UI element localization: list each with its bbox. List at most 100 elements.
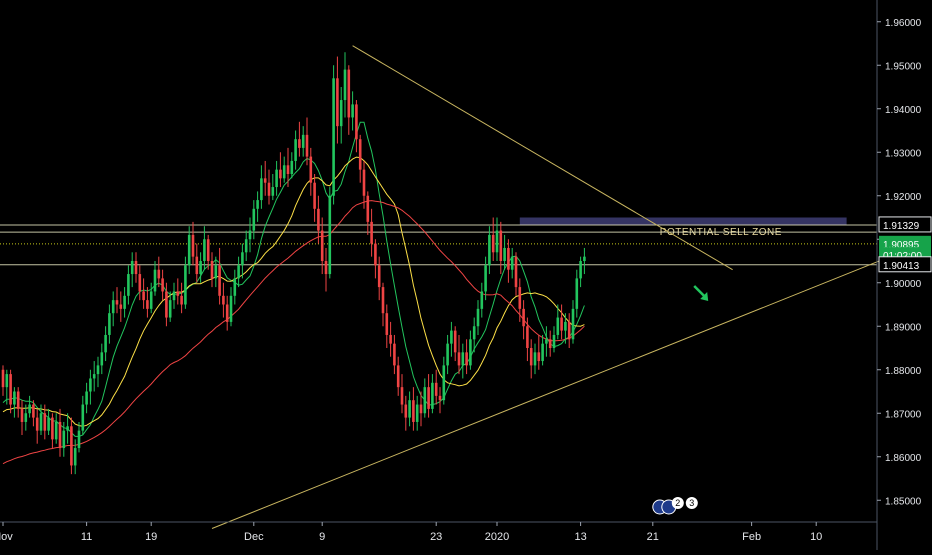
candle-body <box>526 326 529 348</box>
candle-body <box>96 365 100 375</box>
candle-body <box>450 330 453 344</box>
time-tick-label: 10 <box>810 531 822 543</box>
candle-body <box>252 208 256 231</box>
candle-body <box>275 169 278 188</box>
candle-body <box>552 334 556 348</box>
candle-body <box>537 352 541 362</box>
candle-body <box>305 134 309 157</box>
event-count-badge <box>685 497 698 509</box>
candle-body <box>514 256 518 288</box>
candle-body <box>149 291 153 309</box>
candle-body <box>476 308 480 327</box>
candle-body <box>256 200 259 209</box>
candle-body <box>529 348 533 366</box>
candle-body <box>389 334 392 344</box>
candle-body <box>244 239 248 253</box>
candle-body <box>206 239 210 261</box>
candle-body <box>77 430 81 449</box>
candle-body <box>39 413 43 431</box>
candles <box>1 52 586 475</box>
candle-body <box>347 69 351 118</box>
candle-body <box>187 234 191 266</box>
candle-body <box>58 421 62 449</box>
trendlines <box>211 45 885 529</box>
candle-body <box>434 382 438 396</box>
candle-body <box>491 234 495 253</box>
time-tick-label: Dec <box>244 531 264 543</box>
price-label-text: 1.91329 <box>883 221 920 232</box>
candle-body <box>294 139 297 161</box>
time-tick-label: 23 <box>430 531 442 543</box>
horizontal-levels <box>0 224 877 266</box>
candle-body <box>108 313 111 335</box>
candle-body <box>100 352 104 366</box>
event-count-label: 3 <box>689 498 694 508</box>
candle-body <box>54 421 58 440</box>
candle-body <box>324 261 328 275</box>
candle-body <box>480 291 484 309</box>
candle-body <box>153 269 157 292</box>
candle-body <box>168 300 172 318</box>
candle-body <box>28 404 31 414</box>
candle-body <box>548 339 552 348</box>
sma-short-line <box>2 121 585 437</box>
candle-body <box>404 404 408 418</box>
price-tick-label: 1.85000 <box>885 496 922 507</box>
candle-body <box>5 374 9 388</box>
candle-body <box>199 261 202 275</box>
candle-body <box>214 265 218 279</box>
candle-body <box>400 387 404 405</box>
time-tick-label: 13 <box>574 531 586 543</box>
trendline-lower <box>211 258 885 529</box>
price-tick-label: 1.95000 <box>885 61 922 72</box>
sma-mid-line <box>2 156 585 427</box>
candle-body <box>461 352 465 366</box>
candle-body <box>229 295 233 322</box>
price-label-box <box>878 216 932 233</box>
candle-body <box>453 330 457 353</box>
candle-body <box>138 274 142 292</box>
time-tick-label: 11 <box>81 531 92 543</box>
candle-body <box>210 261 214 279</box>
candle-body <box>222 295 225 305</box>
price-label-box <box>879 235 931 251</box>
price-tick-label: 1.87000 <box>885 409 922 420</box>
candle-body <box>328 195 332 275</box>
candle-body <box>522 308 525 327</box>
candle-body <box>263 178 267 183</box>
candle-body <box>355 104 358 140</box>
candle-body <box>484 265 487 292</box>
candle-body <box>381 287 385 314</box>
candle-body <box>70 426 73 466</box>
candle-body <box>457 352 461 366</box>
candle-body <box>393 343 396 366</box>
candle-body <box>286 165 290 174</box>
candle-body <box>313 182 316 209</box>
candle-body <box>157 269 161 279</box>
down-arrow-head-icon <box>700 291 709 301</box>
price-tick-label: 1.88000 <box>885 366 922 377</box>
down-arrow-icon <box>693 285 707 298</box>
candle-body <box>438 395 442 401</box>
candle-body <box>127 274 130 296</box>
candle-body <box>195 256 199 275</box>
candle-body <box>374 243 377 266</box>
candle-body <box>446 343 449 366</box>
candle-body <box>1 369 5 388</box>
candle-body <box>510 256 514 270</box>
candle-body <box>267 182 271 196</box>
candle-body <box>564 321 567 331</box>
candle-body <box>85 391 88 405</box>
candle-body <box>309 156 313 183</box>
candle-body <box>339 100 343 127</box>
candle-body <box>161 278 164 292</box>
candle-body <box>560 317 563 331</box>
candle-body <box>366 195 370 222</box>
candle-body <box>332 78 335 196</box>
candle-body <box>16 391 20 409</box>
candle-body <box>237 265 240 279</box>
candle-body <box>134 261 138 275</box>
